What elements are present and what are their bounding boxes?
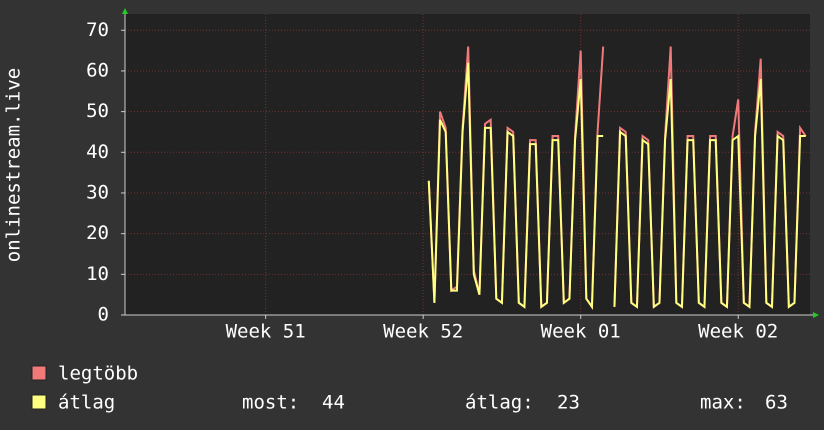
y-tick-label: 20	[86, 222, 109, 244]
stat-label: átlag:	[465, 392, 534, 414]
lines	[427, 46, 807, 310]
y-tick-label: 10	[86, 263, 109, 285]
y-axis-label: onlinestream.live	[3, 68, 25, 262]
stat-label: max:	[700, 392, 746, 414]
y-tick-label: 70	[86, 19, 109, 41]
legend: legtöbb átlag most: 44 átlag: 23 max: 63	[31, 363, 788, 414]
y-tick-label: 0	[98, 304, 109, 326]
x-tick-label: Week 01	[541, 321, 621, 343]
series-line	[427, 62, 806, 310]
y-arrow	[122, 8, 128, 14]
legend-label: átlag	[58, 392, 115, 414]
x-tick-label: Week 52	[383, 321, 463, 343]
y-tick-label: 60	[86, 59, 109, 81]
stat-value: 44	[322, 392, 345, 414]
y-tick-label: 40	[86, 141, 109, 163]
legend-label: legtöbb	[58, 363, 138, 385]
stat-value: 23	[557, 392, 580, 414]
legend-swatch	[31, 394, 47, 410]
legend-swatch	[31, 365, 47, 381]
x-tick-label: Week 51	[226, 321, 306, 343]
x-tick-label: Week 02	[698, 321, 778, 343]
stat-value: 63	[765, 392, 788, 414]
x-arrow	[813, 312, 819, 318]
stat-label: most:	[242, 392, 299, 414]
y-tick-label: 50	[86, 100, 109, 122]
y-tick-label: 30	[86, 181, 109, 203]
